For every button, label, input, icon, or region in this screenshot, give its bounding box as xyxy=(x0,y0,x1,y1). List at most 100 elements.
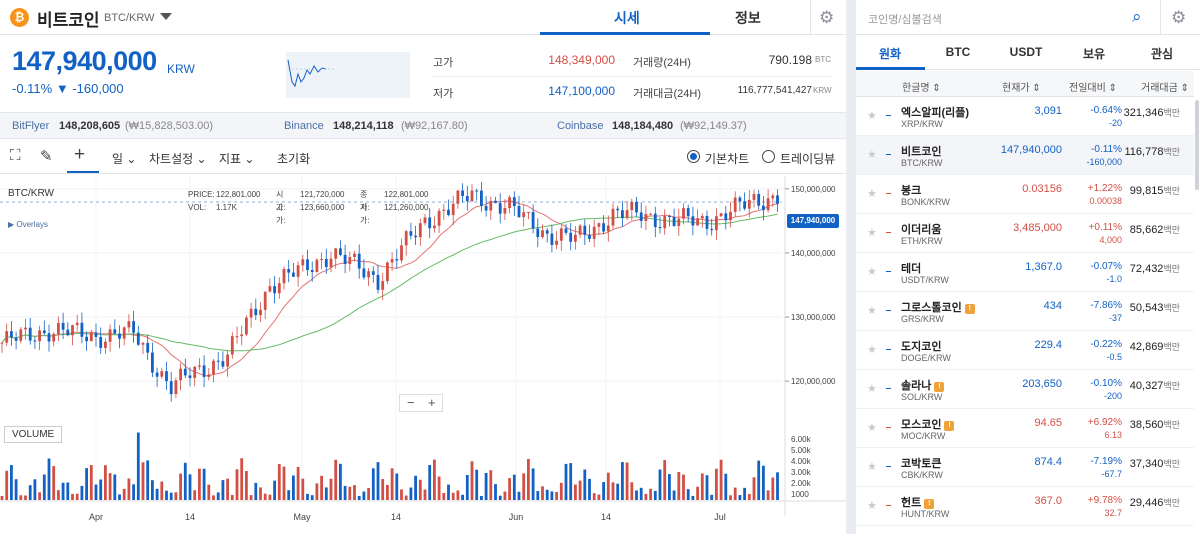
coin-row[interactable]: ★ 봉크 BONK/KRW 0.03156 +1.22% 0.00038 99,815백만 xyxy=(856,175,1194,214)
candle-body xyxy=(668,216,671,218)
candle-body xyxy=(733,197,737,212)
star-icon[interactable]: ★ xyxy=(867,227,877,239)
chart-canvas[interactable]: 150,000,000 140,000,000 130,000,000 120,000… xyxy=(0,176,846,534)
volume-bar xyxy=(738,495,742,500)
star-icon[interactable]: ★ xyxy=(867,149,877,161)
volume-bar xyxy=(630,482,634,500)
amount-24h-label: 거래대금(24H) xyxy=(633,88,701,100)
volume-bar xyxy=(320,475,323,500)
tab-price[interactable]: 시세 xyxy=(614,10,640,26)
star-icon[interactable]: ★ xyxy=(867,305,877,317)
candle-body xyxy=(752,194,756,200)
gear-icon[interactable]: ⚙ xyxy=(819,8,835,27)
zoom-out-button[interactable]: − xyxy=(407,395,415,410)
crosshair-icon[interactable]: + xyxy=(74,144,86,165)
ohlc-readout: PRICE: 122,801,000 시가: 121,720,000 종가: 1… xyxy=(188,188,429,225)
star-icon[interactable]: ★ xyxy=(867,422,877,434)
coin-row[interactable]: ★ 이더리움 ETH/KRW 3,485,000 +0.11% 4,000 85,662백만 xyxy=(856,214,1194,253)
basic-chart-radio[interactable] xyxy=(687,150,700,163)
volume-bar xyxy=(418,479,422,500)
coin-row[interactable]: ★ 모스코인! MOC/KRW 94.65 +6.92% 6.13 38,560백만 xyxy=(856,409,1194,448)
tab-usdt[interactable]: USDT xyxy=(1009,45,1043,59)
volume-bar xyxy=(428,465,432,500)
scrollbar[interactable] xyxy=(1194,97,1200,534)
tab-btc[interactable]: BTC xyxy=(945,45,971,59)
coin-pair: MOC/KRW xyxy=(901,431,946,441)
interval-dropdown[interactable]: 일 ⌄ xyxy=(112,152,137,166)
volume-bar xyxy=(668,474,671,500)
tradingview-label[interactable]: 트레이딩뷰 xyxy=(780,152,836,166)
col-name[interactable]: 한글명 ⇕ xyxy=(902,83,941,94)
tradingview-radio[interactable] xyxy=(762,150,775,163)
volume-bar xyxy=(574,484,577,500)
col-volume[interactable]: 거래대금 ⇕ xyxy=(1141,83,1189,94)
star-icon[interactable]: ★ xyxy=(867,383,877,395)
zoom-in-button[interactable]: + xyxy=(428,395,436,410)
star-icon[interactable]: ★ xyxy=(867,344,877,356)
coin-row[interactable]: ★ 헌트! HUNT/KRW 367.0 +9.78% 32.7 29,446백만 xyxy=(856,487,1194,526)
volume-bar xyxy=(198,468,201,500)
coin-dropdown-icon[interactable] xyxy=(160,13,172,20)
volume-bar xyxy=(108,473,112,500)
candle-body xyxy=(729,211,732,221)
overlays-toggle[interactable]: ▶ Overlays xyxy=(8,220,48,229)
candle-body xyxy=(489,200,493,211)
coin-name: 도지코인 xyxy=(901,341,942,353)
col-price[interactable]: 현재가 ⇕ xyxy=(1002,83,1041,94)
fullscreen-icon[interactable]: ⛶ xyxy=(10,147,21,164)
volume-bar xyxy=(343,485,347,500)
x-tick-label: Jun xyxy=(509,512,524,522)
coin-row[interactable]: ★ 도지코인 DOGE/KRW 229.4 -0.22% -0.5 42,869백만 xyxy=(856,331,1194,370)
volume-bar xyxy=(527,458,530,500)
chart-settings-dropdown[interactable]: 차트설정 ⌄ xyxy=(149,152,207,166)
candle-body xyxy=(480,190,483,206)
coin-row[interactable]: ★ 엑스알피(리플) XRP/KRW 3,091 -0.64% -20 321,346백만 xyxy=(856,97,1194,136)
candle-body xyxy=(146,342,150,353)
search-icon[interactable]: ⌕ xyxy=(1132,7,1142,26)
col-change[interactable]: 전일대비 ⇕ xyxy=(1069,83,1117,94)
tab-favorites[interactable]: 관심 xyxy=(1150,47,1174,61)
candle-body xyxy=(555,240,558,245)
coin-name[interactable]: 비트코인 xyxy=(37,11,100,30)
candle-body xyxy=(0,342,4,344)
pencil-icon[interactable]: ✎ xyxy=(40,148,53,165)
tab-holdings[interactable]: 보유 xyxy=(1082,47,1106,61)
star-icon[interactable]: ★ xyxy=(867,266,877,278)
tab-krw[interactable]: 원화 xyxy=(878,47,902,61)
star-icon[interactable]: ★ xyxy=(867,188,877,200)
volume-bar xyxy=(282,466,286,500)
star-icon[interactable]: ★ xyxy=(867,110,877,122)
candle-body xyxy=(277,283,281,294)
scrollbar-thumb[interactable] xyxy=(1195,100,1199,190)
coin-volume: 37,340백만 xyxy=(1129,458,1180,470)
reset-button[interactable]: 초기화 xyxy=(277,152,311,166)
star-icon[interactable]: ★ xyxy=(867,500,877,512)
volume-tab[interactable]: VOLUME xyxy=(4,426,63,443)
bitcoin-logo-icon: ₿ xyxy=(10,8,29,27)
coin-row[interactable]: ★ 비트코인 BTC/KRW 147,940,000 -0.11% -160,000 116… xyxy=(856,136,1194,175)
high-label: 고가: xyxy=(276,203,286,225)
divider xyxy=(433,76,833,77)
divider xyxy=(1160,0,1161,35)
price-chart[interactable]: 150,000,000 140,000,000 130,000,000 120,000… xyxy=(0,176,846,534)
star-icon[interactable]: ★ xyxy=(867,461,877,473)
tab-info[interactable]: 정보 xyxy=(735,10,761,26)
volume-bar xyxy=(442,492,446,500)
coin-row[interactable]: ★ 솔라나! SOL/KRW 203,650 -0.10% -200 40,327백만 xyxy=(856,370,1194,409)
coin-row[interactable]: ★ 테더 USDT/KRW 1,367.0 -0.07% -1.0 72,432백만 xyxy=(856,253,1194,292)
volume-bar xyxy=(207,484,211,500)
coin-row[interactable]: ★ 코박토큰 CBK/KRW 874.4 -7.19% -67.7 37,340백만 xyxy=(856,448,1194,487)
volume-bar xyxy=(381,479,385,500)
candle-body xyxy=(207,374,211,377)
gear-icon[interactable]: ⚙ xyxy=(1171,8,1187,27)
volume-bar xyxy=(287,490,291,500)
coin-row[interactable]: ★ 그로스톨코인! GRS/KRW 434 -7.86% -37 50,543백만 xyxy=(856,292,1194,331)
basic-chart-label[interactable]: 기본차트 xyxy=(705,152,750,166)
volume-bar xyxy=(0,496,4,500)
candle-body xyxy=(559,228,563,241)
volume-bar xyxy=(80,485,84,500)
volume-bar xyxy=(569,463,573,500)
indicators-dropdown[interactable]: 지표 ⌄ xyxy=(219,152,255,166)
search-input[interactable]: 코인명/심볼검색 xyxy=(868,14,942,26)
